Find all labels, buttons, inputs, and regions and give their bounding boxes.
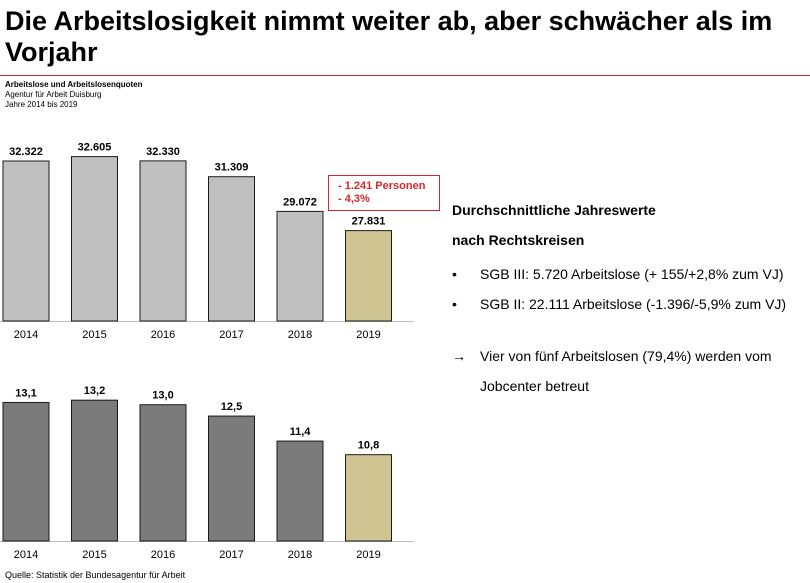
data-label: 31.309: [215, 162, 249, 174]
bar-2016: [139, 160, 187, 322]
page-title: Die Arbeitslosigkeit nimmt weiter ab, ab…: [5, 6, 773, 67]
x-tick-label: 2016: [151, 329, 175, 341]
data-label: 32.330: [146, 146, 180, 158]
x-tick-label: 2016: [151, 549, 175, 561]
bullet-dot-icon: •: [452, 266, 457, 282]
x-tick-label: 2019: [356, 549, 380, 561]
data-label: 32.322: [9, 146, 43, 158]
bar-2014: [2, 160, 50, 322]
unemployment-rate-bar-chart: 13,1 2014 13,2 2015 13,0 2016 12,5 2017 11,4 2018…: [0, 385, 414, 561]
bar-2017: [208, 176, 255, 322]
callout-persons: - 1.241 Personen: [338, 180, 426, 192]
bar-2018: [276, 440, 324, 542]
arrow-right-icon: →: [452, 348, 466, 364]
unemployed-bar-chart: 32.322 2014 32.605 2015 32.330 2016 31.309 2017…: [0, 142, 414, 341]
data-label: 13,1: [15, 387, 36, 399]
data-label: 27.831: [352, 216, 386, 228]
data-label: 11,4: [290, 426, 312, 438]
chart-period: Jahre 2014 bis 2019: [5, 100, 78, 109]
summary-heading-2: nach Rechtskreisen: [452, 232, 585, 248]
bar-2019: [345, 230, 392, 322]
change-callout: - 1.241 Personen - 4,3%: [328, 175, 440, 211]
x-tick-label: 2015: [82, 329, 106, 341]
chart-heading: Arbeitslose und Arbeitslosenquoten: [5, 80, 143, 89]
source-note: Quelle: Statistik der Bundesagentur für …: [5, 570, 186, 580]
jobcenter-note-text: Vier von fünf Arbeitslosen (79,4%) werde…: [480, 348, 772, 394]
data-label: 32.605: [78, 142, 112, 154]
bar-2018: [276, 210, 324, 322]
x-tick-label: 2014: [14, 329, 38, 341]
summary-heading-1: Durchschnittliche Jahreswerte: [452, 202, 656, 218]
callout-percent: - 4,3%: [338, 193, 370, 205]
x-tick-label: 2017: [219, 549, 243, 561]
data-label: 13,0: [152, 390, 173, 402]
bar-2014: [2, 401, 50, 542]
chart-agency: Agentur für Arbeit Duisburg: [5, 90, 102, 99]
summary-bullets: • SGB III: 5.720 Arbeitslose (+ 155/+2,8…: [452, 259, 802, 319]
x-tick-label: 2018: [288, 549, 312, 561]
data-label: 12,5: [221, 401, 242, 413]
bullet-dot-icon: •: [452, 296, 457, 312]
x-tick-label: 2014: [14, 549, 38, 561]
jobcenter-note: → Vier von fünf Arbeitslosen (79,4%) wer…: [452, 341, 802, 401]
bar-2015: [71, 156, 118, 322]
bar-2015: [71, 399, 118, 542]
chart-meta: Arbeitslose und Arbeitslosenquoten Agent…: [5, 80, 143, 110]
bullet-sgb3: • SGB III: 5.720 Arbeitslose (+ 155/+2,8…: [452, 259, 802, 289]
x-tick-label: 2015: [82, 549, 106, 561]
x-tick-label: 2019: [356, 329, 380, 341]
x-tick-label: 2017: [219, 329, 243, 341]
x-tick-label: 2018: [288, 329, 312, 341]
data-label: 10,8: [358, 440, 379, 452]
bar-2016: [139, 404, 187, 542]
bar-2017: [208, 415, 255, 542]
bullet-text: SGB II: 22.111 Arbeitslose (-1.396/-5,9%…: [480, 296, 787, 312]
bullet-text: SGB III: 5.720 Arbeitslose (+ 155/+2,8% …: [480, 266, 784, 282]
bullet-sgb2: • SGB II: 22.111 Arbeitslose (-1.396/-5,…: [452, 289, 802, 319]
data-label: 13,2: [84, 385, 105, 397]
summary-panel: Durchschnittliche Jahreswerte nach Recht…: [452, 195, 802, 401]
title-divider: [0, 75, 810, 76]
data-label: 29.072: [283, 196, 317, 208]
bar-2019: [345, 454, 392, 542]
